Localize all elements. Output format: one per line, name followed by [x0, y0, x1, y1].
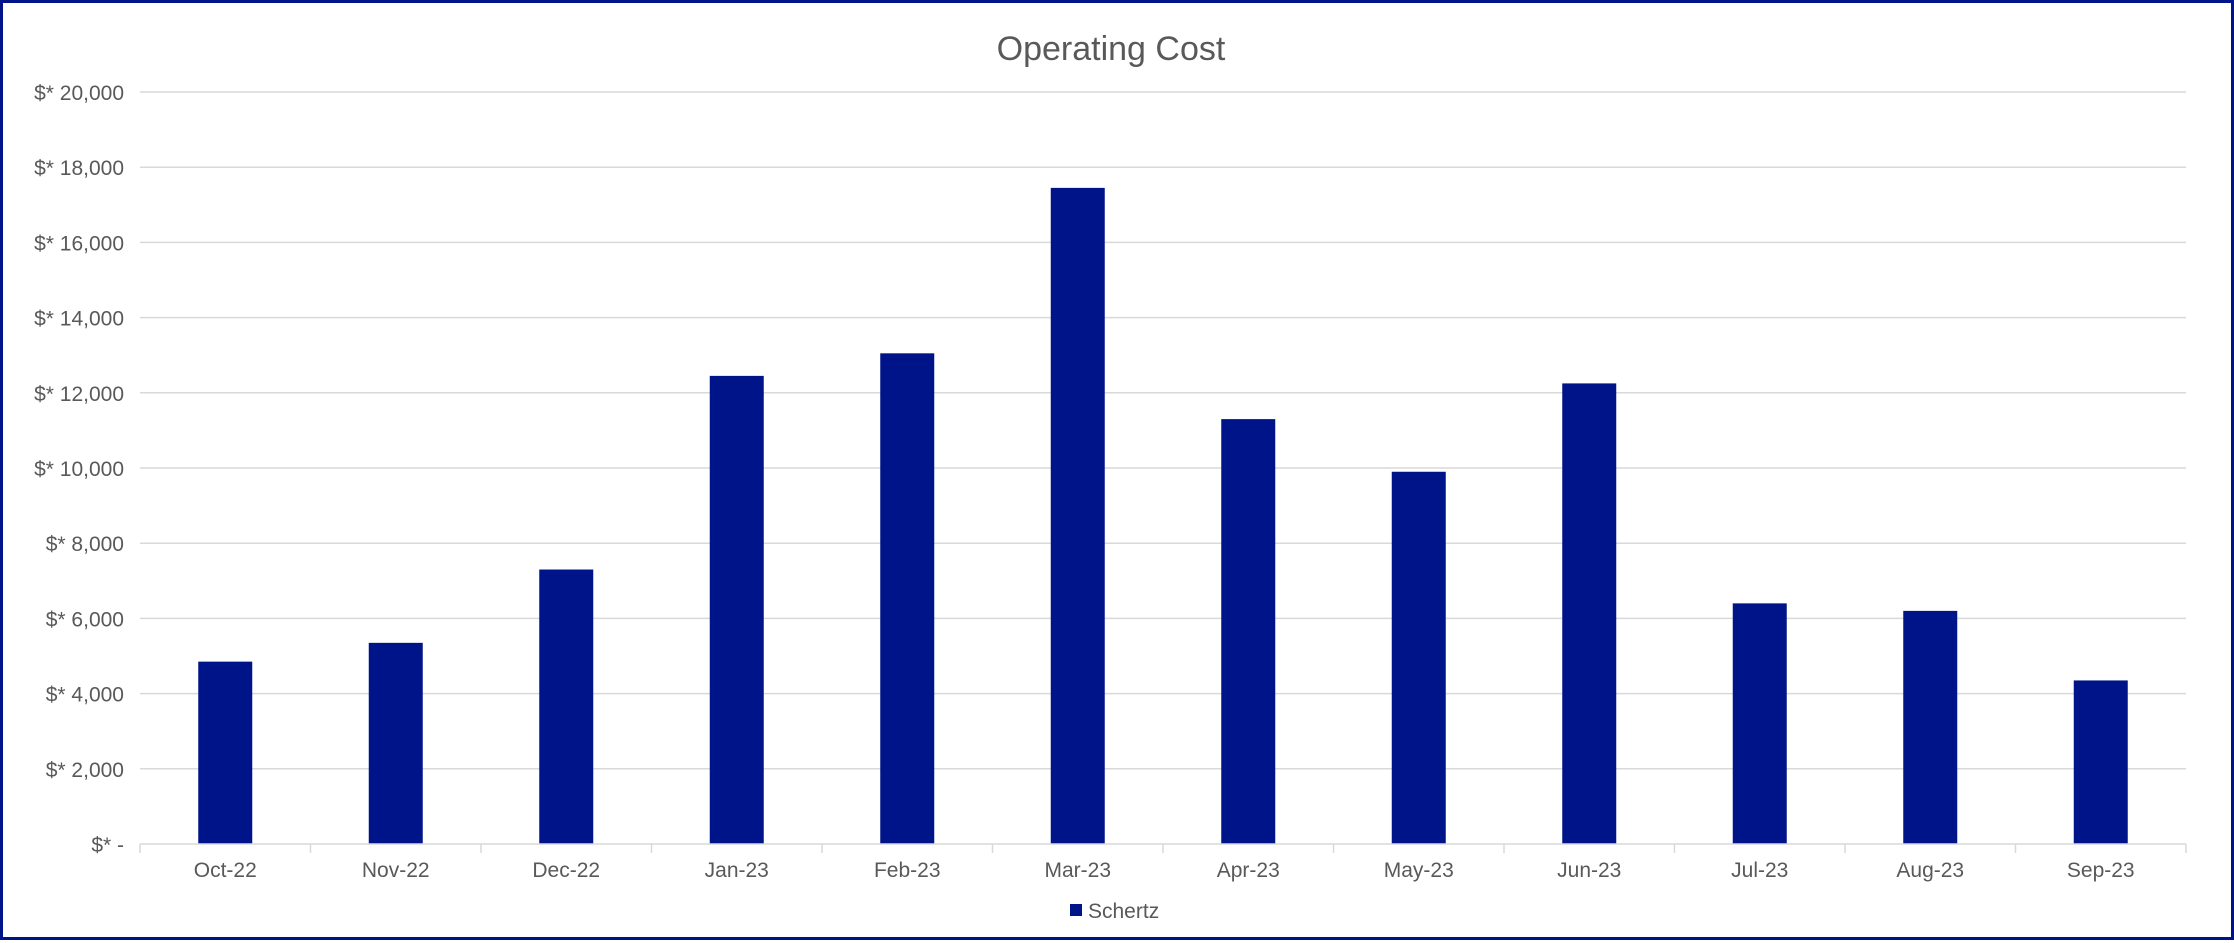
- y-tick-label: $* 8,000: [46, 533, 124, 556]
- chart-title: Operating Cost: [997, 30, 1226, 68]
- y-tick-label: $* 4,000: [46, 684, 124, 707]
- legend-label-schertz: Schertz: [1088, 900, 1159, 923]
- x-axis-tick-marks: [139, 844, 2187, 853]
- y-tick-label: $* 20,000: [34, 82, 124, 105]
- y-tick-label: $* 18,000: [34, 157, 124, 180]
- x-tick-label: Dec-22: [532, 859, 600, 882]
- y-tick-label: $* 16,000: [34, 232, 124, 255]
- x-tick-label: Feb-23: [874, 859, 941, 882]
- bar-apr-23: [1221, 419, 1276, 844]
- x-tick-label: Apr-23: [1217, 859, 1280, 882]
- x-tick-label: Aug-23: [1896, 859, 1964, 882]
- bar-aug-23: [1903, 610, 1958, 844]
- bar-dec-22: [539, 569, 594, 844]
- bar-sep-23: [2073, 680, 2128, 844]
- x-tick-label: May-23: [1384, 859, 1454, 882]
- gridlines: [140, 91, 2186, 770]
- y-tick-label: $* -: [91, 834, 124, 857]
- bar-feb-23: [880, 353, 935, 844]
- x-tick-label: Jul-23: [1731, 859, 1788, 882]
- y-tick-label: $* 12,000: [34, 383, 124, 406]
- bar-jul-23: [1732, 603, 1787, 844]
- x-tick-label: Sep-23: [2067, 859, 2135, 882]
- bar-mar-23: [1050, 187, 1105, 844]
- bar-nov-22: [368, 642, 423, 844]
- x-axis-tick-labels: Oct-22 Nov-22 Dec-22 Jan-23 Feb-23 Mar-23 Apr-…: [194, 859, 2135, 882]
- x-tick-label: Jan-23: [705, 859, 769, 882]
- legend-swatch-schertz: [1070, 904, 1082, 916]
- y-tick-label: $* 14,000: [34, 308, 124, 331]
- y-tick-label: $* 10,000: [34, 458, 124, 481]
- chart-svg: Operating Cost $* - $* 2,000 $* 4,000 $* 6,…: [34, 30, 2187, 923]
- bar-jun-23: [1562, 383, 1617, 844]
- x-tick-label: Oct-22: [194, 859, 257, 882]
- bar-may-23: [1391, 471, 1446, 844]
- y-axis-tick-labels: $* - $* 2,000 $* 4,000 $* 6,000 $* 8,000 $* 1…: [34, 82, 124, 857]
- legend: Schertz: [1070, 900, 1159, 923]
- bar-oct-22: [198, 661, 253, 844]
- bars: [198, 187, 2128, 844]
- x-tick-label: Nov-22: [362, 859, 430, 882]
- y-tick-label: $* 2,000: [46, 759, 124, 782]
- x-tick-label: Jun-23: [1557, 859, 1621, 882]
- x-tick-label: Mar-23: [1044, 859, 1111, 882]
- bar-jan-23: [709, 375, 764, 844]
- y-tick-label: $* 6,000: [46, 608, 124, 631]
